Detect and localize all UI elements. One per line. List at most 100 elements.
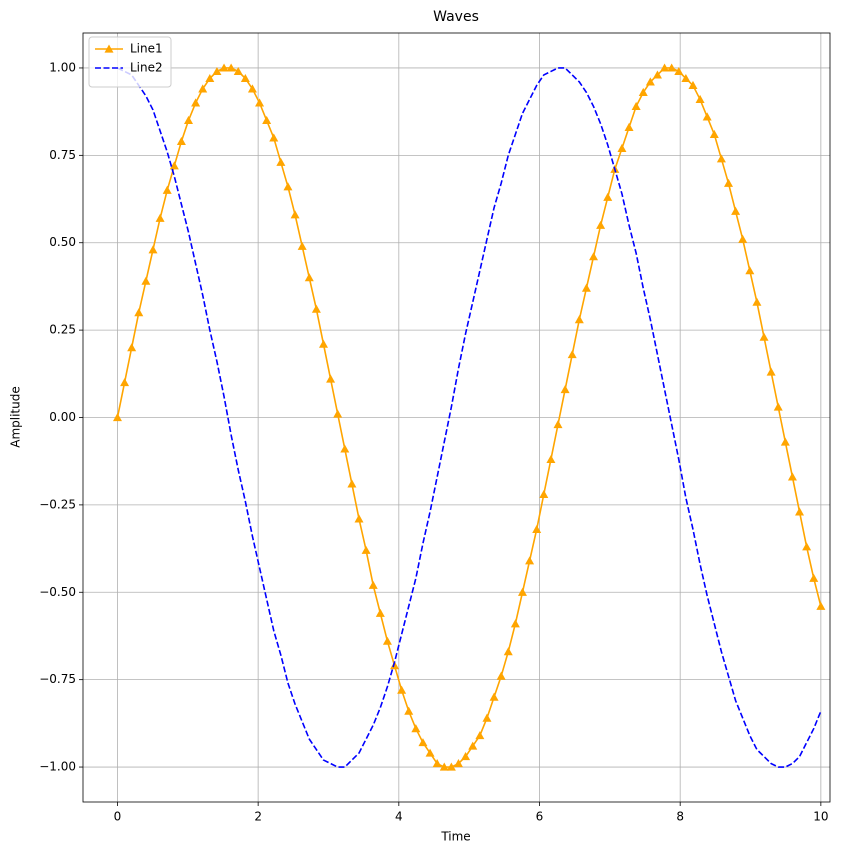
y-tick-label: 0.50 <box>49 235 76 249</box>
marker <box>525 556 535 565</box>
marker <box>553 419 563 429</box>
y-tick-label: −0.25 <box>39 497 76 511</box>
marker <box>375 608 385 617</box>
marker <box>816 601 826 610</box>
marker <box>795 507 805 516</box>
marker <box>226 63 236 72</box>
marker <box>176 136 186 145</box>
marker <box>631 101 641 111</box>
marker <box>155 213 165 222</box>
marker <box>596 220 606 229</box>
marker <box>695 94 705 104</box>
marker <box>333 409 343 418</box>
marker <box>645 77 655 86</box>
marker <box>240 73 250 83</box>
y-tick-label: 1.00 <box>49 60 76 74</box>
marker <box>212 66 222 76</box>
marker <box>716 154 726 163</box>
marker <box>482 713 492 722</box>
marker <box>581 283 591 292</box>
marker <box>759 332 769 341</box>
marker <box>255 98 265 107</box>
marker <box>709 129 719 138</box>
marker <box>660 63 670 72</box>
marker <box>276 157 286 166</box>
marker <box>439 762 449 771</box>
marker <box>475 731 485 740</box>
marker <box>731 206 741 215</box>
marker <box>219 63 229 72</box>
marker <box>539 489 549 498</box>
marker <box>702 112 712 121</box>
marker <box>432 759 442 768</box>
marker <box>567 350 577 359</box>
marker <box>453 759 463 768</box>
y-tick-label: 0.75 <box>49 148 76 162</box>
marker <box>738 234 748 243</box>
y-tick-label: 0.25 <box>49 323 76 337</box>
marker <box>262 115 272 124</box>
marker <box>489 692 499 701</box>
marker <box>390 661 400 670</box>
marker <box>780 437 790 446</box>
y-tick-label: −0.50 <box>39 585 76 599</box>
marker <box>652 70 662 79</box>
marker <box>191 98 201 107</box>
y-tick-label: −1.00 <box>39 760 76 774</box>
marker <box>674 66 684 76</box>
y-tick-label: 0.00 <box>49 410 76 424</box>
marker <box>503 647 513 656</box>
marker <box>347 479 357 488</box>
x-tick-label: 10 <box>813 810 828 824</box>
marker <box>411 724 421 733</box>
x-axis-label: Time <box>440 830 470 844</box>
marker <box>404 706 414 715</box>
marker <box>120 378 130 387</box>
marker <box>112 413 122 422</box>
marker <box>162 185 172 194</box>
line <box>116 67 822 768</box>
marker <box>425 748 435 757</box>
marker <box>368 580 378 589</box>
marker <box>311 304 321 313</box>
marker <box>461 752 471 761</box>
marker <box>340 444 350 453</box>
marker <box>397 685 407 694</box>
x-tick-label: 2 <box>254 810 262 824</box>
marker <box>510 619 520 628</box>
marker <box>517 587 527 596</box>
marker <box>638 87 648 97</box>
legend-label: Line1 <box>130 42 163 56</box>
x-tick-label: 8 <box>676 810 684 824</box>
marker <box>752 297 762 306</box>
marker <box>304 273 314 282</box>
marker <box>446 762 456 771</box>
marker <box>318 339 328 348</box>
marker <box>233 66 243 76</box>
marker <box>247 84 257 93</box>
marker <box>681 73 691 83</box>
marker <box>382 636 392 645</box>
y-tick-label: −0.75 <box>39 672 76 686</box>
marker <box>574 315 584 324</box>
marker <box>766 367 776 376</box>
marker <box>560 385 570 394</box>
marker <box>141 276 151 285</box>
marker <box>624 122 634 131</box>
marker <box>468 741 478 750</box>
marker <box>184 115 194 124</box>
marker <box>603 192 613 201</box>
x-tick-label: 0 <box>114 810 122 824</box>
marker <box>809 573 819 582</box>
plot-frame <box>82 32 831 803</box>
chart-title: Waves <box>433 9 479 25</box>
marker <box>205 73 215 83</box>
marker <box>787 472 797 481</box>
marker <box>361 545 371 554</box>
marker <box>724 178 734 187</box>
marker <box>148 245 158 254</box>
line <box>117 67 822 768</box>
marker <box>773 402 783 411</box>
marker <box>354 514 364 523</box>
